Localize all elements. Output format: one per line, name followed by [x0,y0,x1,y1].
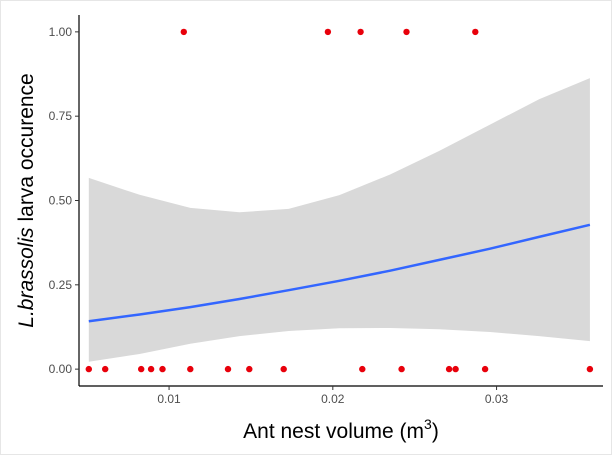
data-point [472,28,479,36]
axes-layer [75,15,603,390]
data-point [357,28,364,36]
data-point [246,365,253,373]
data-point [280,365,287,373]
data-point [445,365,453,373]
x-axis-title: Ant nest volume (m3) [243,416,439,443]
data-point [180,28,187,36]
confidence-band-layer [88,78,590,362]
y-tick-label: 0.25 [49,278,73,292]
data-point [85,365,93,373]
x-axis-title-main: Ant nest volume (m [243,420,424,443]
x-axis-title-superscript: 3 [424,416,432,432]
data-point [586,365,594,373]
fit-line-layer [88,223,591,323]
data-point [403,28,410,36]
data-point [324,28,332,36]
labels-layer: 0.01 0.02 0.03 0.00 0.25 0.50 0.75 1.00 [49,25,509,406]
fit-line [88,223,591,323]
data-point [147,365,155,373]
y-axis-title-italic: L.brassolis [15,227,38,328]
data-point [224,365,232,373]
data-point [159,365,166,373]
x-axis-title-close: ) [432,420,439,443]
y-axis-title: L.brassolis larva occurence [15,73,38,327]
y-tick-label: 0.75 [49,109,73,123]
y-axis-title-rest: larva occurence [15,73,38,227]
x-tick-label: 0.03 [485,392,509,406]
confidence-band [88,78,590,362]
y-tick-label: 0.00 [49,362,73,376]
x-tick-label: 0.01 [157,392,181,406]
data-point [398,365,405,373]
data-point [359,365,366,373]
data-point [452,365,459,373]
y-tick-label: 1.00 [49,25,73,39]
y-tick-label: 0.50 [49,194,73,208]
x-tick-label: 0.02 [321,392,345,406]
points-layer [85,28,594,373]
data-point [102,365,109,373]
data-point [187,365,194,373]
data-point [481,365,489,373]
data-point [138,365,145,373]
